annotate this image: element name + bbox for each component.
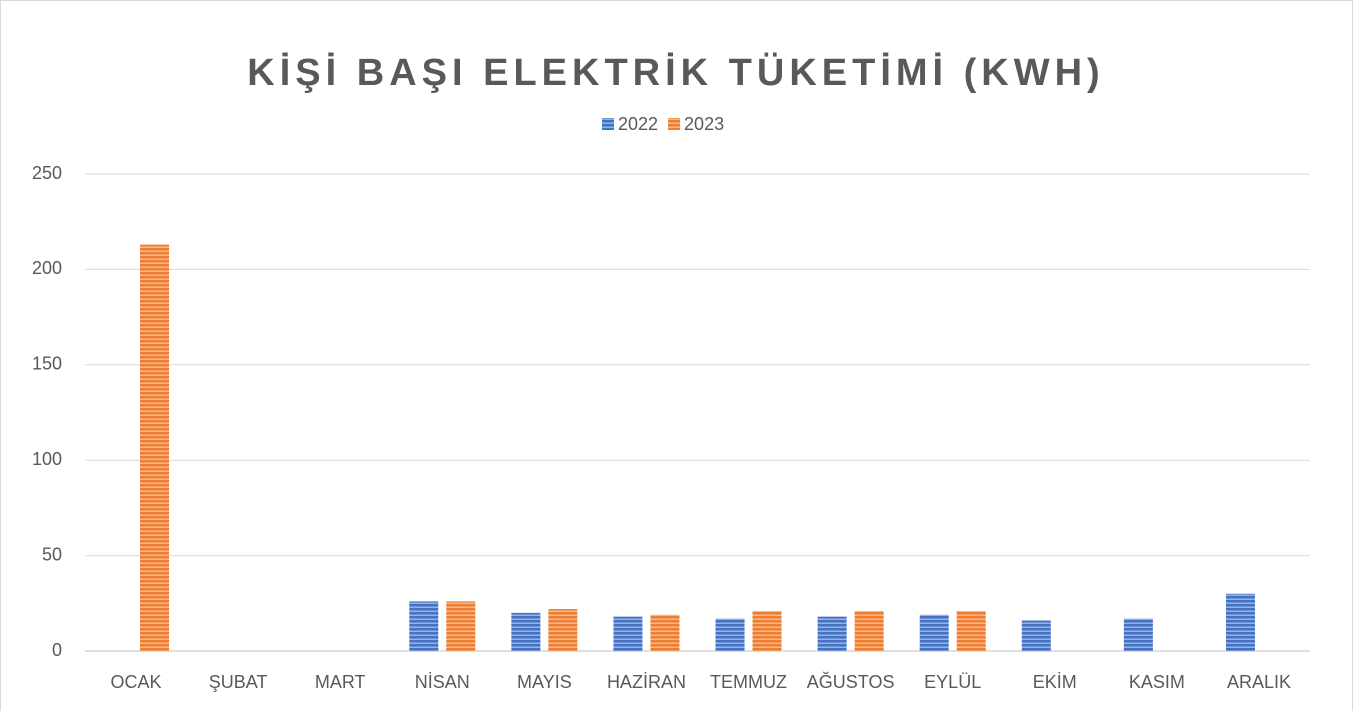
y-tick-label: 250 — [32, 163, 62, 183]
x-tick-label: TEMMUZ — [710, 672, 787, 692]
y-tick-label: 150 — [32, 354, 62, 374]
bar — [1123, 618, 1153, 651]
legend-swatch — [668, 118, 681, 130]
bar — [715, 618, 745, 651]
bar — [409, 601, 439, 651]
x-tick-label: KASIM — [1129, 672, 1185, 692]
x-tick-label: MAYIS — [517, 672, 572, 692]
x-tick-label: ARALIK — [1227, 672, 1291, 692]
legend-label: 2022 — [618, 114, 658, 134]
x-tick-label: MART — [315, 672, 366, 692]
bar — [613, 616, 643, 651]
x-tick-label: EKİM — [1033, 672, 1077, 692]
bar — [1021, 620, 1051, 651]
y-tick-label: 0 — [52, 640, 62, 660]
x-tick-label: AĞUSTOS — [807, 671, 895, 692]
y-tick-label: 200 — [32, 258, 62, 278]
bar — [956, 610, 986, 651]
bar — [548, 609, 578, 651]
x-tick-label: HAZİRAN — [607, 672, 686, 692]
y-tick-label: 100 — [32, 449, 62, 469]
legend-swatch — [602, 118, 614, 130]
x-tick-label: NİSAN — [415, 672, 470, 692]
bar — [511, 612, 541, 651]
bar — [650, 614, 680, 651]
y-tick-label: 50 — [42, 544, 62, 564]
x-tick-label: EYLÜL — [924, 672, 981, 692]
chart-title: KİŞİ BAŞI ELEKTRİK TÜKETİMİ (KWH) — [247, 51, 1104, 94]
x-tick-label: OCAK — [111, 672, 162, 692]
bar — [1225, 593, 1255, 651]
legend-label: 2023 — [684, 114, 724, 134]
bar — [140, 244, 170, 651]
bar — [919, 614, 949, 651]
x-tick-label: ŞUBAT — [209, 672, 268, 692]
bar — [446, 601, 476, 651]
bar — [817, 616, 847, 651]
bar — [854, 610, 884, 651]
bar — [752, 610, 782, 651]
